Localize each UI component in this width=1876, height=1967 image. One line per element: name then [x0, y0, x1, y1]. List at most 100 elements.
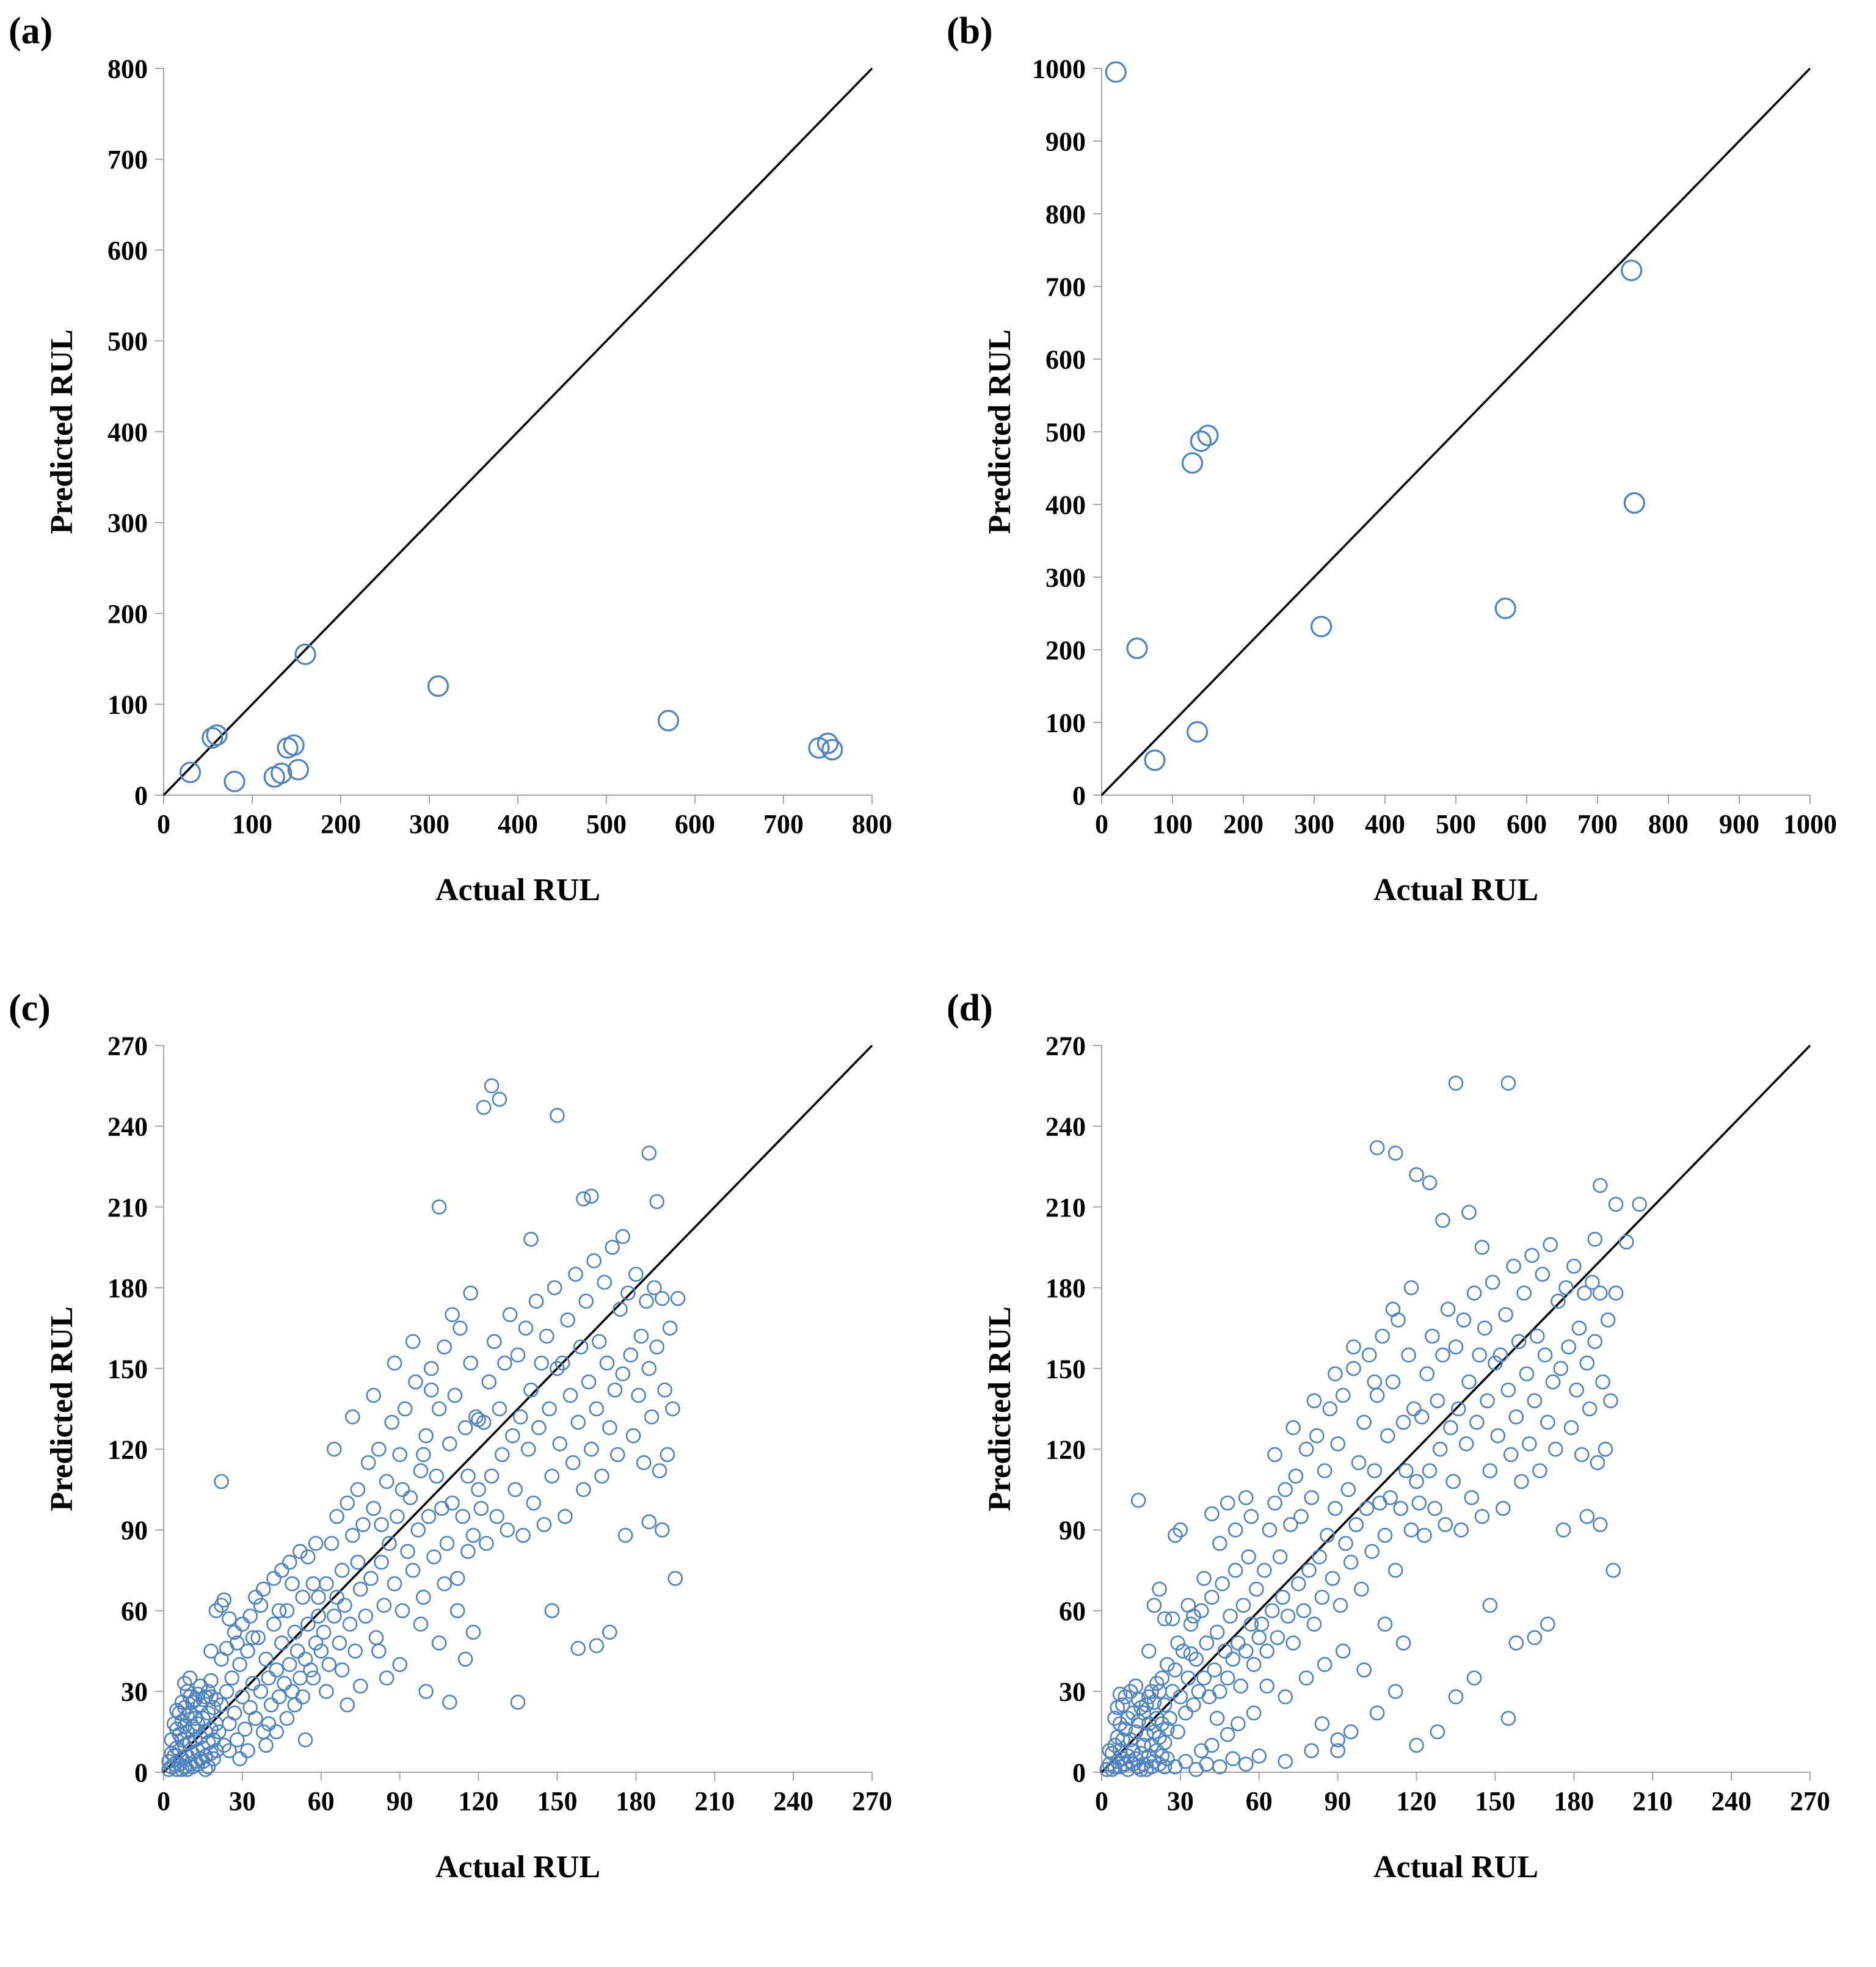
svg-text:180: 180 — [1045, 1273, 1086, 1303]
scatter-chart-c: 0 30 60 90 120 150 180 210 240 270 0 30 60 90 120 150 18… — [45, 1031, 892, 1885]
svg-text:100: 100 — [232, 809, 272, 839]
panel-label-a: (a) — [9, 10, 53, 52]
svg-text:300: 300 — [1294, 809, 1334, 839]
svg-text:500: 500 — [107, 327, 148, 357]
svg-text:400: 400 — [498, 809, 538, 839]
svg-text:900: 900 — [1045, 126, 1086, 156]
svg-text:600: 600 — [1045, 344, 1086, 374]
scatter-chart-b: 0 100 200 300 400 500 600 700 800 900 1000 0 100 200 3… — [983, 54, 1837, 907]
svg-text:150: 150 — [1475, 1786, 1515, 1816]
svg-text:300: 300 — [107, 508, 148, 538]
svg-text:Predicted RUL: Predicted RUL — [45, 1306, 79, 1511]
svg-text:300: 300 — [409, 809, 449, 839]
svg-text:100: 100 — [1045, 708, 1086, 738]
svg-text:200: 200 — [1045, 635, 1086, 665]
svg-text:240: 240 — [1045, 1112, 1086, 1142]
svg-text:600: 600 — [107, 236, 148, 266]
svg-text:120: 120 — [107, 1435, 148, 1465]
svg-text:0: 0 — [134, 1758, 148, 1787]
svg-text:30: 30 — [1059, 1677, 1086, 1707]
svg-text:60: 60 — [1059, 1596, 1086, 1626]
svg-text:500: 500 — [586, 809, 627, 839]
svg-text:1000: 1000 — [1032, 54, 1086, 84]
svg-text:180: 180 — [1554, 1786, 1594, 1816]
svg-text:Predicted RUL: Predicted RUL — [983, 329, 1017, 534]
svg-text:210: 210 — [107, 1193, 148, 1223]
scatter-chart-d: 0 30 60 90 120 150 180 210 240 270 0 30 60 90 120 150 18… — [983, 1031, 1830, 1885]
panel-d: (d) 0 30 60 90 120 150 180 210 240 270 0 30 60 90 120 1… — [938, 984, 1876, 1919]
svg-text:30: 30 — [229, 1786, 256, 1816]
svg-text:60: 60 — [308, 1786, 335, 1816]
svg-text:Actual RUL: Actual RUL — [435, 873, 600, 907]
svg-text:150: 150 — [1045, 1354, 1086, 1384]
svg-text:300: 300 — [1045, 562, 1086, 592]
svg-text:240: 240 — [107, 1112, 148, 1142]
panel-a: (a) 0 100 200 300 400 500 600 700 800 0 100 200 300 4… — [0, 7, 938, 942]
svg-text:200: 200 — [321, 809, 361, 839]
svg-text:270: 270 — [107, 1031, 148, 1061]
svg-text:600: 600 — [1507, 809, 1547, 839]
svg-text:0: 0 — [157, 809, 170, 839]
svg-text:900: 900 — [1719, 809, 1759, 839]
svg-text:0: 0 — [1072, 780, 1086, 810]
svg-text:700: 700 — [763, 809, 804, 839]
svg-text:90: 90 — [1059, 1516, 1086, 1546]
svg-text:400: 400 — [1365, 809, 1405, 839]
svg-text:180: 180 — [107, 1273, 148, 1303]
svg-text:700: 700 — [1045, 272, 1086, 302]
svg-text:210: 210 — [694, 1786, 735, 1816]
panel-b: (b) 0 100 200 300 400 500 600 700 800 900 1000 0 100… — [938, 7, 1876, 942]
svg-text:400: 400 — [107, 417, 148, 447]
svg-text:800: 800 — [852, 809, 892, 839]
panel-label-d: (d) — [947, 987, 993, 1029]
svg-text:0: 0 — [157, 1786, 170, 1816]
svg-text:270: 270 — [852, 1786, 892, 1816]
svg-text:0: 0 — [1072, 1758, 1086, 1787]
svg-text:800: 800 — [107, 54, 148, 84]
svg-text:180: 180 — [616, 1786, 656, 1816]
svg-text:Actual RUL: Actual RUL — [1373, 1850, 1538, 1885]
svg-text:1000: 1000 — [1783, 809, 1837, 839]
svg-text:500: 500 — [1436, 809, 1476, 839]
svg-text:400: 400 — [1045, 490, 1086, 520]
svg-text:90: 90 — [121, 1516, 148, 1546]
svg-text:Actual RUL: Actual RUL — [1373, 873, 1538, 907]
svg-text:30: 30 — [121, 1677, 148, 1707]
svg-text:240: 240 — [1711, 1786, 1751, 1816]
svg-text:200: 200 — [107, 599, 148, 629]
svg-text:100: 100 — [107, 690, 148, 720]
svg-text:0: 0 — [134, 780, 148, 810]
svg-text:60: 60 — [121, 1596, 148, 1626]
svg-text:270: 270 — [1045, 1031, 1086, 1061]
svg-text:100: 100 — [1152, 809, 1193, 839]
svg-text:700: 700 — [1577, 809, 1618, 839]
svg-text:150: 150 — [107, 1354, 148, 1384]
svg-text:90: 90 — [1325, 1786, 1351, 1816]
svg-text:120: 120 — [459, 1786, 499, 1816]
scatter-chart-a: 0 100 200 300 400 500 600 700 800 0 100 200 300 400 50… — [45, 54, 892, 907]
svg-text:120: 120 — [1397, 1786, 1437, 1816]
panel-label-b: (b) — [947, 10, 993, 52]
svg-text:0: 0 — [1095, 1786, 1108, 1816]
svg-text:600: 600 — [675, 809, 715, 839]
svg-text:120: 120 — [1045, 1435, 1086, 1465]
svg-text:800: 800 — [1045, 199, 1086, 229]
svg-text:800: 800 — [1648, 809, 1689, 839]
panel-label-c: (c) — [9, 987, 51, 1029]
svg-text:240: 240 — [773, 1786, 813, 1816]
svg-text:Predicted RUL: Predicted RUL — [983, 1306, 1017, 1511]
svg-text:30: 30 — [1167, 1786, 1194, 1816]
svg-text:200: 200 — [1223, 809, 1263, 839]
svg-text:700: 700 — [107, 145, 148, 175]
svg-text:60: 60 — [1246, 1786, 1273, 1816]
svg-text:Actual RUL: Actual RUL — [435, 1850, 600, 1885]
svg-text:500: 500 — [1045, 417, 1086, 447]
svg-text:150: 150 — [537, 1786, 577, 1816]
svg-text:210: 210 — [1632, 1786, 1673, 1816]
svg-text:270: 270 — [1790, 1786, 1830, 1816]
panel-c: (c) 0 30 60 90 120 150 180 210 240 270 0 30 60 90 120 1… — [0, 984, 938, 1919]
svg-text:90: 90 — [387, 1786, 413, 1816]
svg-text:0: 0 — [1095, 809, 1108, 839]
svg-text:Predicted RUL: Predicted RUL — [45, 329, 79, 534]
